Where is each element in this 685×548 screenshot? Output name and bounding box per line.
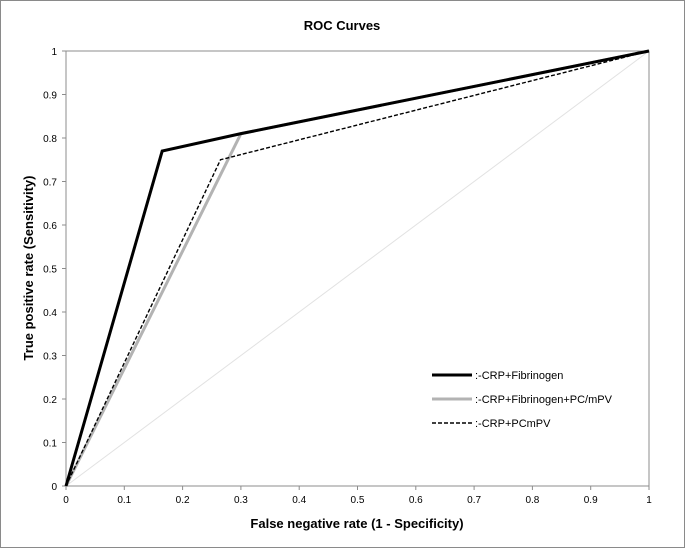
y-tick-label: 0.6 [43, 221, 57, 232]
x-tick-label: 0.5 [351, 495, 365, 506]
y-tick-label: 0.2 [43, 395, 57, 406]
x-tick-label: 0.1 [117, 495, 131, 506]
y-tick-label: 0.3 [43, 352, 57, 363]
x-tick-label: 1 [646, 495, 652, 506]
chart-title: ROC Curves [304, 18, 381, 33]
x-axis-label: False negative rate (1 - Specificity) [250, 516, 463, 531]
y-tick-label: 0.9 [43, 91, 57, 102]
legend: :-CRP+Fibrinogen :-CRP+Fibrinogen+PC/mPV:… [432, 370, 613, 430]
legend-label-2: :-CRP+Fibrinogen+PC/mPV [475, 394, 613, 406]
series-line-3 [65, 50, 650, 487]
series-line-1 [64, 49, 650, 487]
x-tick-label: 0.7 [467, 495, 481, 506]
reference-diagonal-line [65, 50, 650, 487]
y-tick-label: 0.7 [43, 178, 57, 189]
x-tick-label: 0.6 [409, 495, 423, 506]
x-tick-label: 0.8 [525, 495, 539, 506]
y-axis-label: True positive rate (Sensitivity) [21, 176, 36, 361]
y-tick-label: 1 [51, 47, 57, 58]
legend-label-1: :-CRP+Fibrinogen [475, 370, 563, 382]
y-tick-label: 0.1 [43, 439, 57, 450]
y-tick-label: 0.5 [43, 265, 57, 276]
legend-label-3: :-CRP+PCmPV [475, 418, 551, 430]
x-tick-label: 0.9 [584, 495, 598, 506]
x-tick-label: 0.4 [292, 495, 306, 506]
x-tick-label: 0.2 [176, 495, 190, 506]
y-tick-label: 0 [51, 482, 57, 493]
y-tick-label: 0.4 [43, 308, 57, 319]
x-tick-label: 0 [63, 495, 69, 506]
x-tick-label: 0.3 [234, 495, 248, 506]
y-tick-label: 0.8 [43, 134, 57, 145]
